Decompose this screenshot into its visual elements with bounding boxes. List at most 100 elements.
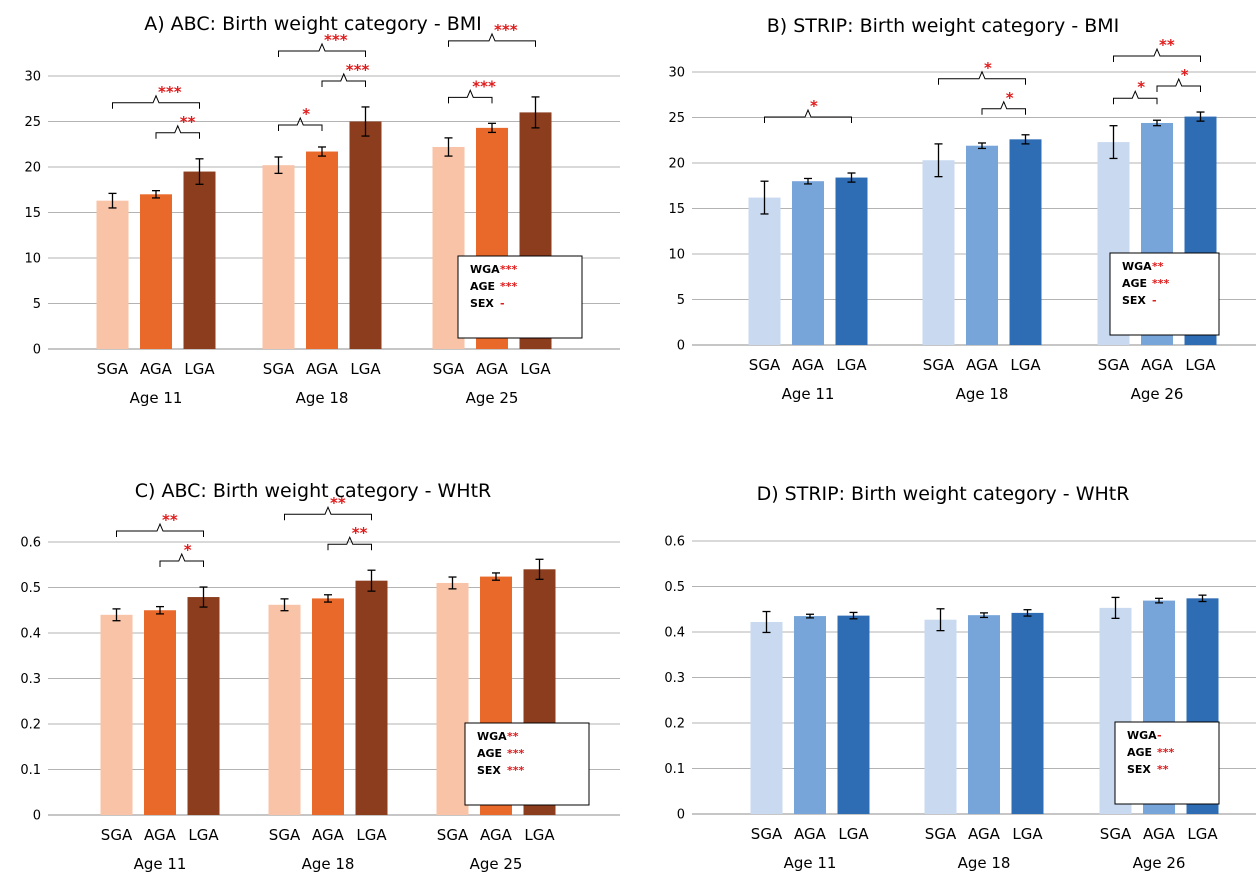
- group-label: Age 11: [782, 385, 835, 403]
- legend-significance: -: [1157, 729, 1162, 742]
- y-tick-label: 0.3: [20, 672, 41, 687]
- significance-stars: *: [1137, 78, 1145, 96]
- y-tick-label: 5: [33, 297, 41, 312]
- legend-label: SEX: [1127, 763, 1151, 776]
- legend-significance: **: [1152, 260, 1164, 273]
- category-label: AGA: [1143, 825, 1176, 843]
- category-label: LGA: [520, 360, 551, 378]
- category-label: LGA: [350, 360, 381, 378]
- significance-bracket: [112, 94, 200, 109]
- category-label: AGA: [968, 825, 1001, 843]
- significance-stars: ***: [472, 77, 496, 95]
- y-tick-label: 0.4: [664, 626, 685, 641]
- group-label: Age 11: [784, 854, 837, 872]
- category-label: SGA: [751, 825, 783, 843]
- group-label: Age 26: [1133, 854, 1186, 872]
- legend-significance: -: [1152, 294, 1157, 307]
- y-tick-label: 0: [677, 339, 685, 354]
- significance-bracket: [1113, 89, 1158, 105]
- legend-significance: -: [500, 297, 505, 310]
- category-label: AGA: [312, 826, 345, 844]
- significance-stars: *: [810, 97, 818, 115]
- bar: [1011, 612, 1044, 814]
- significance-stars: *: [1006, 89, 1014, 107]
- significance-stars: *: [1181, 66, 1189, 84]
- y-tick-label: 25: [668, 111, 685, 126]
- legend-label: WGA: [1122, 260, 1152, 273]
- bar: [966, 145, 998, 345]
- group-label: Age 11: [134, 855, 187, 873]
- category-label: SGA: [263, 360, 295, 378]
- y-tick-label: 0.5: [20, 581, 41, 596]
- category-label: AGA: [480, 826, 513, 844]
- group-label: Age 18: [302, 855, 355, 873]
- legend-label: WGA: [477, 730, 507, 743]
- legend-box: [1114, 721, 1220, 805]
- y-tick-label: 0.2: [664, 717, 685, 732]
- y-tick-label: 0.6: [20, 536, 41, 551]
- significance-bracket: [764, 108, 852, 124]
- category-label: LGA: [524, 826, 555, 844]
- bar: [968, 615, 1000, 814]
- significance-bracket: [1156, 77, 1201, 93]
- legend-significance: ***: [1157, 746, 1175, 759]
- significance-bracket: [321, 72, 366, 87]
- significance-stars: ***: [494, 21, 518, 39]
- bar: [268, 604, 301, 815]
- group-label: Age 25: [470, 855, 523, 873]
- group-label: Age 25: [466, 389, 519, 407]
- y-tick-label: 0.3: [664, 671, 685, 686]
- category-label: AGA: [144, 826, 177, 844]
- significance-bracket: [116, 522, 204, 538]
- significance-stars: **: [1159, 36, 1175, 54]
- category-label: LGA: [1185, 356, 1216, 374]
- legend-label: WGA: [470, 263, 500, 276]
- category-label: LGA: [1010, 356, 1041, 374]
- legend-box: [457, 255, 583, 339]
- y-tick-label: 5: [677, 293, 685, 308]
- bar: [436, 582, 469, 815]
- category-label: LGA: [184, 360, 215, 378]
- y-tick-label: 0: [677, 808, 685, 823]
- significance-stars: ***: [346, 61, 370, 79]
- legend: WGA -AGE *** SEX **: [1114, 721, 1220, 805]
- y-tick-label: 15: [668, 202, 685, 217]
- bar: [750, 621, 783, 814]
- significance-bracket: [448, 32, 536, 47]
- category-label: LGA: [836, 356, 867, 374]
- category-label: SGA: [749, 356, 781, 374]
- significance-bracket: [284, 505, 372, 521]
- y-tick-label: 0.5: [664, 580, 685, 595]
- bar: [1009, 139, 1042, 345]
- category-label: SGA: [1100, 825, 1132, 843]
- category-label: AGA: [792, 356, 825, 374]
- legend-label: AGE: [1127, 746, 1152, 759]
- bar: [837, 615, 870, 814]
- y-tick-label: 0: [33, 343, 41, 358]
- chart-panel: A) ABC: Birth weight category - BMI 0 5 10 1…: [24, 13, 620, 407]
- legend-label: AGE: [1122, 277, 1147, 290]
- group-label: Age 18: [296, 389, 349, 407]
- bar: [144, 610, 176, 815]
- y-tick-label: 0.1: [20, 763, 41, 778]
- significance-stars: **: [180, 113, 196, 131]
- category-label: SGA: [1098, 356, 1130, 374]
- bar: [835, 177, 868, 345]
- bar: [349, 121, 382, 349]
- legend-significance: ***: [1152, 277, 1170, 290]
- significance-bracket: [938, 70, 1026, 85]
- y-tick-label: 0.2: [20, 718, 41, 733]
- y-tick-label: 20: [668, 157, 685, 172]
- significance-stars: **: [162, 511, 178, 529]
- y-tick-label: 20: [24, 161, 41, 176]
- category-label: AGA: [966, 356, 999, 374]
- y-tick-label: 0.4: [20, 627, 41, 642]
- legend-significance: ***: [500, 280, 518, 293]
- category-label: AGA: [1141, 356, 1174, 374]
- category-label: SGA: [433, 360, 465, 378]
- legend-label: SEX: [470, 297, 494, 310]
- category-label: AGA: [306, 360, 339, 378]
- y-tick-label: 0: [33, 809, 41, 824]
- chart-panel: D) STRIP: Birth weight category - WHtR 0 0…: [664, 483, 1256, 872]
